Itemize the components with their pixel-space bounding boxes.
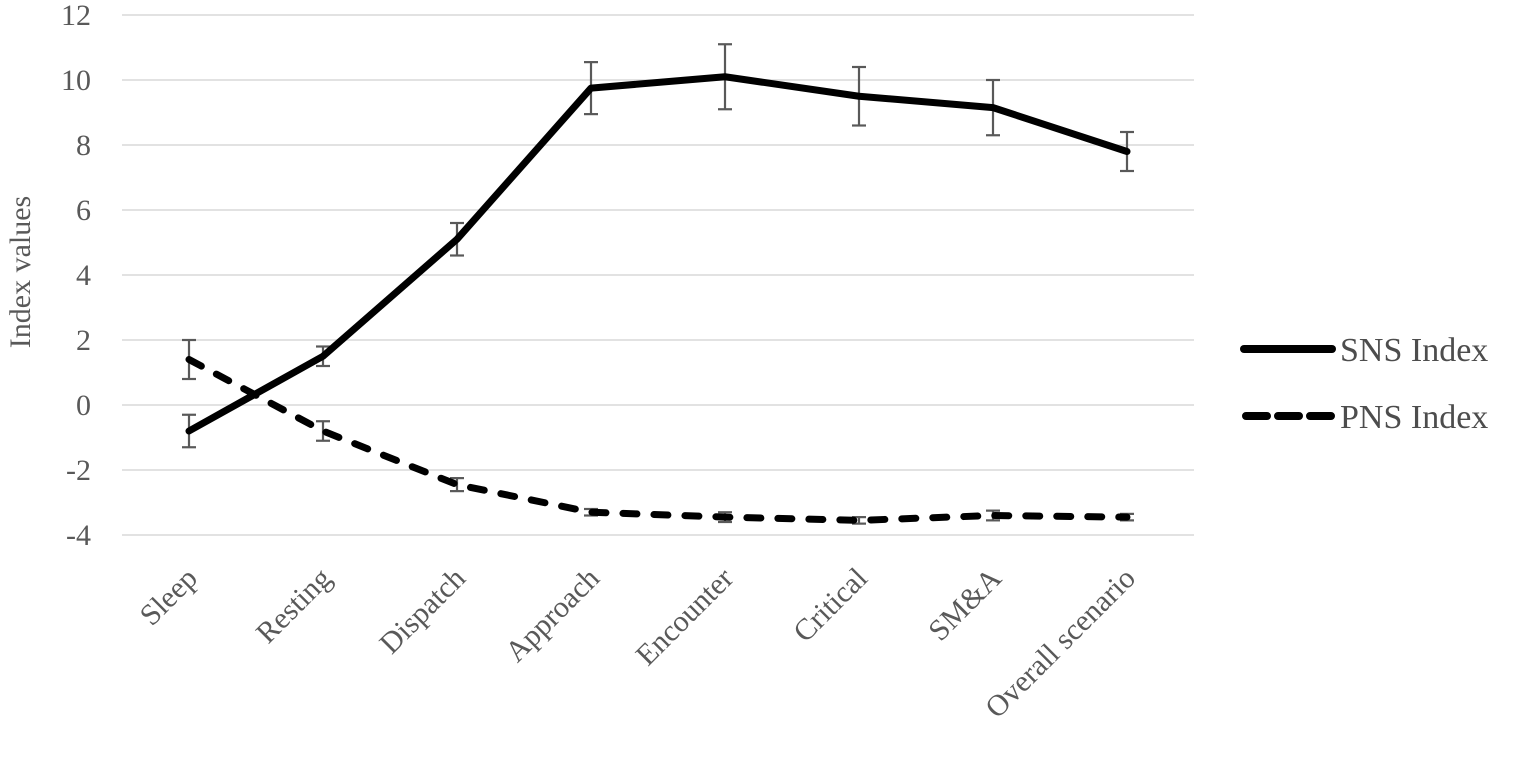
x-axis-category-label: Encounter: [629, 562, 740, 673]
y-axis-tick-label: 4: [76, 259, 91, 292]
x-axis-category-labels: Sleep Resting Dispatch Approach Encounter Cri…: [133, 561, 1141, 724]
y-axis-tick-label: -2: [66, 454, 91, 487]
legend: SNS Index PNS Index: [1240, 332, 1488, 436]
y-axis-tick-label: -4: [66, 519, 91, 552]
x-axis-category-label: Dispatch: [373, 562, 472, 661]
error-bars: [182, 43, 1134, 525]
gridlines: [122, 14, 1194, 536]
y-axis-tick-label: 2: [76, 324, 91, 357]
legend-sns-label: SNS Index: [1340, 332, 1488, 369]
x-axis-category-label: Resting: [250, 562, 338, 650]
y-axis-tick-label: 6: [76, 194, 91, 227]
y-axis-tick-labels: -4 -2 0 2 4 6 8 10 12: [61, 0, 91, 552]
x-axis-category-label: SM&A: [922, 561, 1008, 647]
y-axis-tick-label: 8: [76, 129, 91, 162]
x-axis-category-label: Critical: [787, 562, 874, 649]
x-axis-category-label: Sleep: [133, 562, 203, 632]
x-axis-category-label: Approach: [499, 562, 606, 669]
series-lines: [185, 73, 1131, 524]
series-line-sns-index: [185, 73, 1131, 435]
y-axis-tick-label: 12: [61, 0, 91, 32]
y-axis-tick-label: 0: [76, 389, 91, 422]
y-axis-title: Index values: [4, 196, 37, 348]
series-line-pns-index: [185, 356, 1131, 524]
legend-pns-label: PNS Index: [1340, 399, 1488, 436]
y-axis-tick-label: 10: [61, 64, 91, 97]
